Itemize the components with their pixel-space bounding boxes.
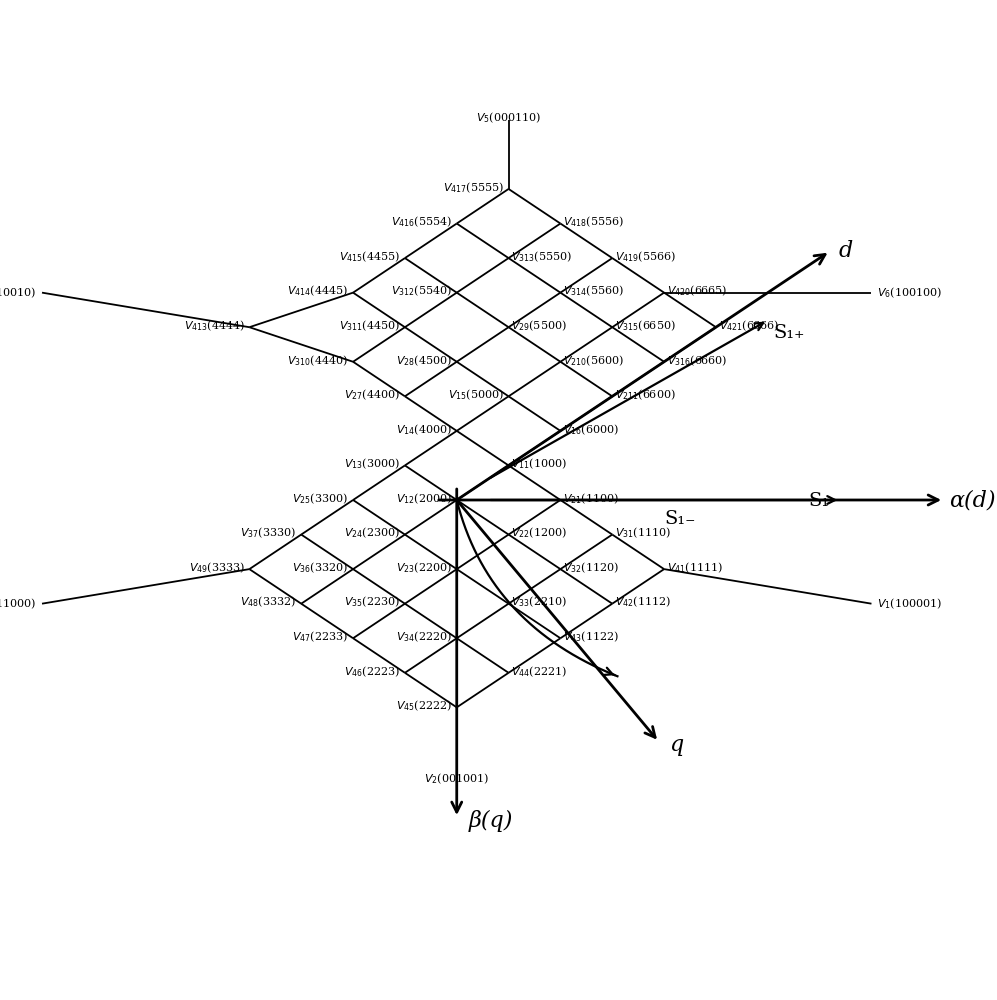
Text: $V_{27}$(4400): $V_{27}$(4400)	[344, 387, 400, 402]
Text: $V_{31}$(1110): $V_{31}$(1110)	[615, 526, 671, 540]
Text: $V_{11}$(1000): $V_{11}$(1000)	[511, 457, 567, 471]
Text: $V_{48}$(3332): $V_{48}$(3332)	[240, 595, 296, 609]
Text: $V_{32}$(1120): $V_{32}$(1120)	[563, 560, 619, 575]
Text: $V_{35}$(2230): $V_{35}$(2230)	[344, 595, 400, 609]
Text: d: d	[838, 240, 852, 262]
Text: $V_{311}$(4450): $V_{311}$(4450)	[339, 318, 400, 333]
Text: $V_{312}$(5540): $V_{312}$(5540)	[391, 284, 452, 298]
Text: $V_{46}$(2223): $V_{46}$(2223)	[344, 664, 400, 679]
Text: $V_{33}$(2210): $V_{33}$(2210)	[511, 595, 567, 609]
Text: $V_{13}$(3000): $V_{13}$(3000)	[344, 457, 400, 471]
Text: $V_{419}$(5566): $V_{419}$(5566)	[615, 249, 676, 264]
Text: $V_{15}$(5000): $V_{15}$(5000)	[448, 387, 503, 402]
Text: $V_{314}$(5560): $V_{314}$(5560)	[563, 284, 624, 298]
Text: $V_{25}$(3300): $V_{25}$(3300)	[292, 491, 348, 506]
Text: $V_{3}$(011000): $V_{3}$(011000)	[0, 596, 36, 611]
Text: S₁: S₁	[809, 492, 830, 510]
Text: $V_{310}$(4440): $V_{310}$(4440)	[287, 353, 348, 368]
Text: $V_{413}$(4444): $V_{413}$(4444)	[183, 318, 244, 333]
Text: $V_{44}$(2221): $V_{44}$(2221)	[511, 664, 567, 679]
Text: $V_{210}$(5600): $V_{210}$(5600)	[563, 353, 624, 368]
Text: $V_{41}$(1111): $V_{41}$(1111)	[667, 560, 723, 575]
Text: $V_{37}$(3330): $V_{37}$(3330)	[240, 526, 296, 540]
Text: $V_{421}$(6666): $V_{421}$(6666)	[719, 318, 779, 333]
Text: $V_{29}$(5500): $V_{29}$(5500)	[511, 318, 567, 333]
Text: $V_{28}$(4500): $V_{28}$(4500)	[396, 353, 452, 368]
Text: S₁₊: S₁₊	[773, 324, 805, 342]
Text: $V_{12}$(2000): $V_{12}$(2000)	[396, 491, 452, 506]
Text: $V_{43}$(1122): $V_{43}$(1122)	[563, 629, 619, 644]
Text: $V_{23}$(2200): $V_{23}$(2200)	[396, 560, 452, 575]
Text: $V_{49}$(3333): $V_{49}$(3333)	[188, 560, 244, 575]
Text: $V_{16}$(6000): $V_{16}$(6000)	[563, 422, 619, 437]
Text: $V_{47}$(2233): $V_{47}$(2233)	[292, 629, 348, 644]
Text: $V_{418}$(5556): $V_{418}$(5556)	[563, 215, 624, 229]
Text: $V_{36}$(3320): $V_{36}$(3320)	[292, 560, 348, 575]
Text: $V_{42}$(1112): $V_{42}$(1112)	[615, 595, 671, 609]
Text: $V_{45}$(2222): $V_{45}$(2222)	[396, 699, 452, 713]
Text: β(q): β(q)	[470, 810, 513, 832]
Text: $V_{417}$(5555): $V_{417}$(5555)	[443, 180, 503, 195]
Text: $V_{415}$(4455): $V_{415}$(4455)	[339, 249, 400, 264]
Text: $V_{6}$(100100): $V_{6}$(100100)	[877, 285, 942, 300]
Text: $V_{22}$(1200): $V_{22}$(1200)	[511, 526, 567, 540]
Text: S₁₋: S₁₋	[664, 510, 696, 528]
Text: $V_{4}$(010010): $V_{4}$(010010)	[0, 285, 36, 300]
Text: $V_{5}$(000110): $V_{5}$(000110)	[476, 110, 541, 125]
Text: $V_{316}$(6660): $V_{316}$(6660)	[667, 353, 728, 368]
Text: $V_{414}$(4445): $V_{414}$(4445)	[287, 284, 348, 298]
Text: $V_{24}$(2300): $V_{24}$(2300)	[344, 526, 400, 540]
Text: $V_{1}$(100001): $V_{1}$(100001)	[877, 596, 942, 611]
Text: $V_{416}$(5554): $V_{416}$(5554)	[391, 215, 452, 229]
Text: α(d): α(d)	[949, 489, 996, 511]
Text: $V_{2}$(001001): $V_{2}$(001001)	[424, 771, 490, 786]
Text: $V_{313}$(5550): $V_{313}$(5550)	[511, 249, 572, 264]
Text: $V_{315}$(6650): $V_{315}$(6650)	[615, 318, 676, 333]
Text: $V_{21}$(1100): $V_{21}$(1100)	[563, 491, 619, 506]
Text: $V_{34}$(2220): $V_{34}$(2220)	[396, 629, 452, 644]
Text: $V_{211}$(6600): $V_{211}$(6600)	[615, 387, 676, 402]
Text: $V_{420}$(6665): $V_{420}$(6665)	[667, 284, 728, 298]
Text: $V_{14}$(4000): $V_{14}$(4000)	[396, 422, 452, 437]
Text: q: q	[669, 734, 684, 756]
